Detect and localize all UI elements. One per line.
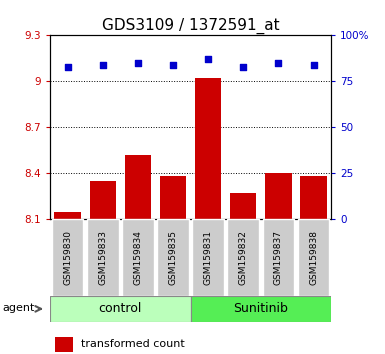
Point	[65, 64, 71, 69]
FancyBboxPatch shape	[298, 219, 329, 296]
Point	[205, 57, 211, 62]
Point	[240, 64, 246, 69]
Text: GSM159834: GSM159834	[133, 230, 142, 285]
Point	[310, 62, 316, 68]
Text: agent: agent	[3, 303, 35, 313]
Text: GSM159830: GSM159830	[63, 230, 72, 285]
Text: GSM159838: GSM159838	[309, 230, 318, 285]
Text: GSM159833: GSM159833	[98, 230, 107, 285]
Bar	[191, 296, 331, 322]
Bar	[125, 155, 151, 219]
FancyBboxPatch shape	[228, 219, 259, 296]
Point	[170, 62, 176, 68]
Text: GSM159837: GSM159837	[274, 230, 283, 285]
Text: GSM159832: GSM159832	[239, 230, 248, 285]
Bar	[160, 176, 186, 219]
FancyBboxPatch shape	[157, 219, 189, 296]
FancyBboxPatch shape	[192, 219, 224, 296]
Bar	[195, 78, 221, 219]
Text: control: control	[99, 302, 142, 315]
FancyBboxPatch shape	[52, 219, 84, 296]
Bar	[55, 337, 73, 352]
Bar	[265, 173, 291, 219]
Text: GSM159835: GSM159835	[169, 230, 177, 285]
FancyBboxPatch shape	[87, 219, 119, 296]
Point	[135, 60, 141, 66]
FancyBboxPatch shape	[263, 219, 294, 296]
Bar	[230, 193, 256, 219]
Text: Sunitinib: Sunitinib	[233, 302, 288, 315]
Text: GSM159831: GSM159831	[204, 230, 213, 285]
Bar	[90, 181, 116, 219]
Bar	[300, 176, 327, 219]
Point	[275, 60, 281, 66]
Point	[100, 62, 106, 68]
Title: GDS3109 / 1372591_at: GDS3109 / 1372591_at	[102, 18, 280, 34]
Text: transformed count: transformed count	[81, 339, 185, 349]
FancyBboxPatch shape	[122, 219, 154, 296]
Bar	[50, 296, 191, 322]
Bar	[54, 212, 81, 219]
